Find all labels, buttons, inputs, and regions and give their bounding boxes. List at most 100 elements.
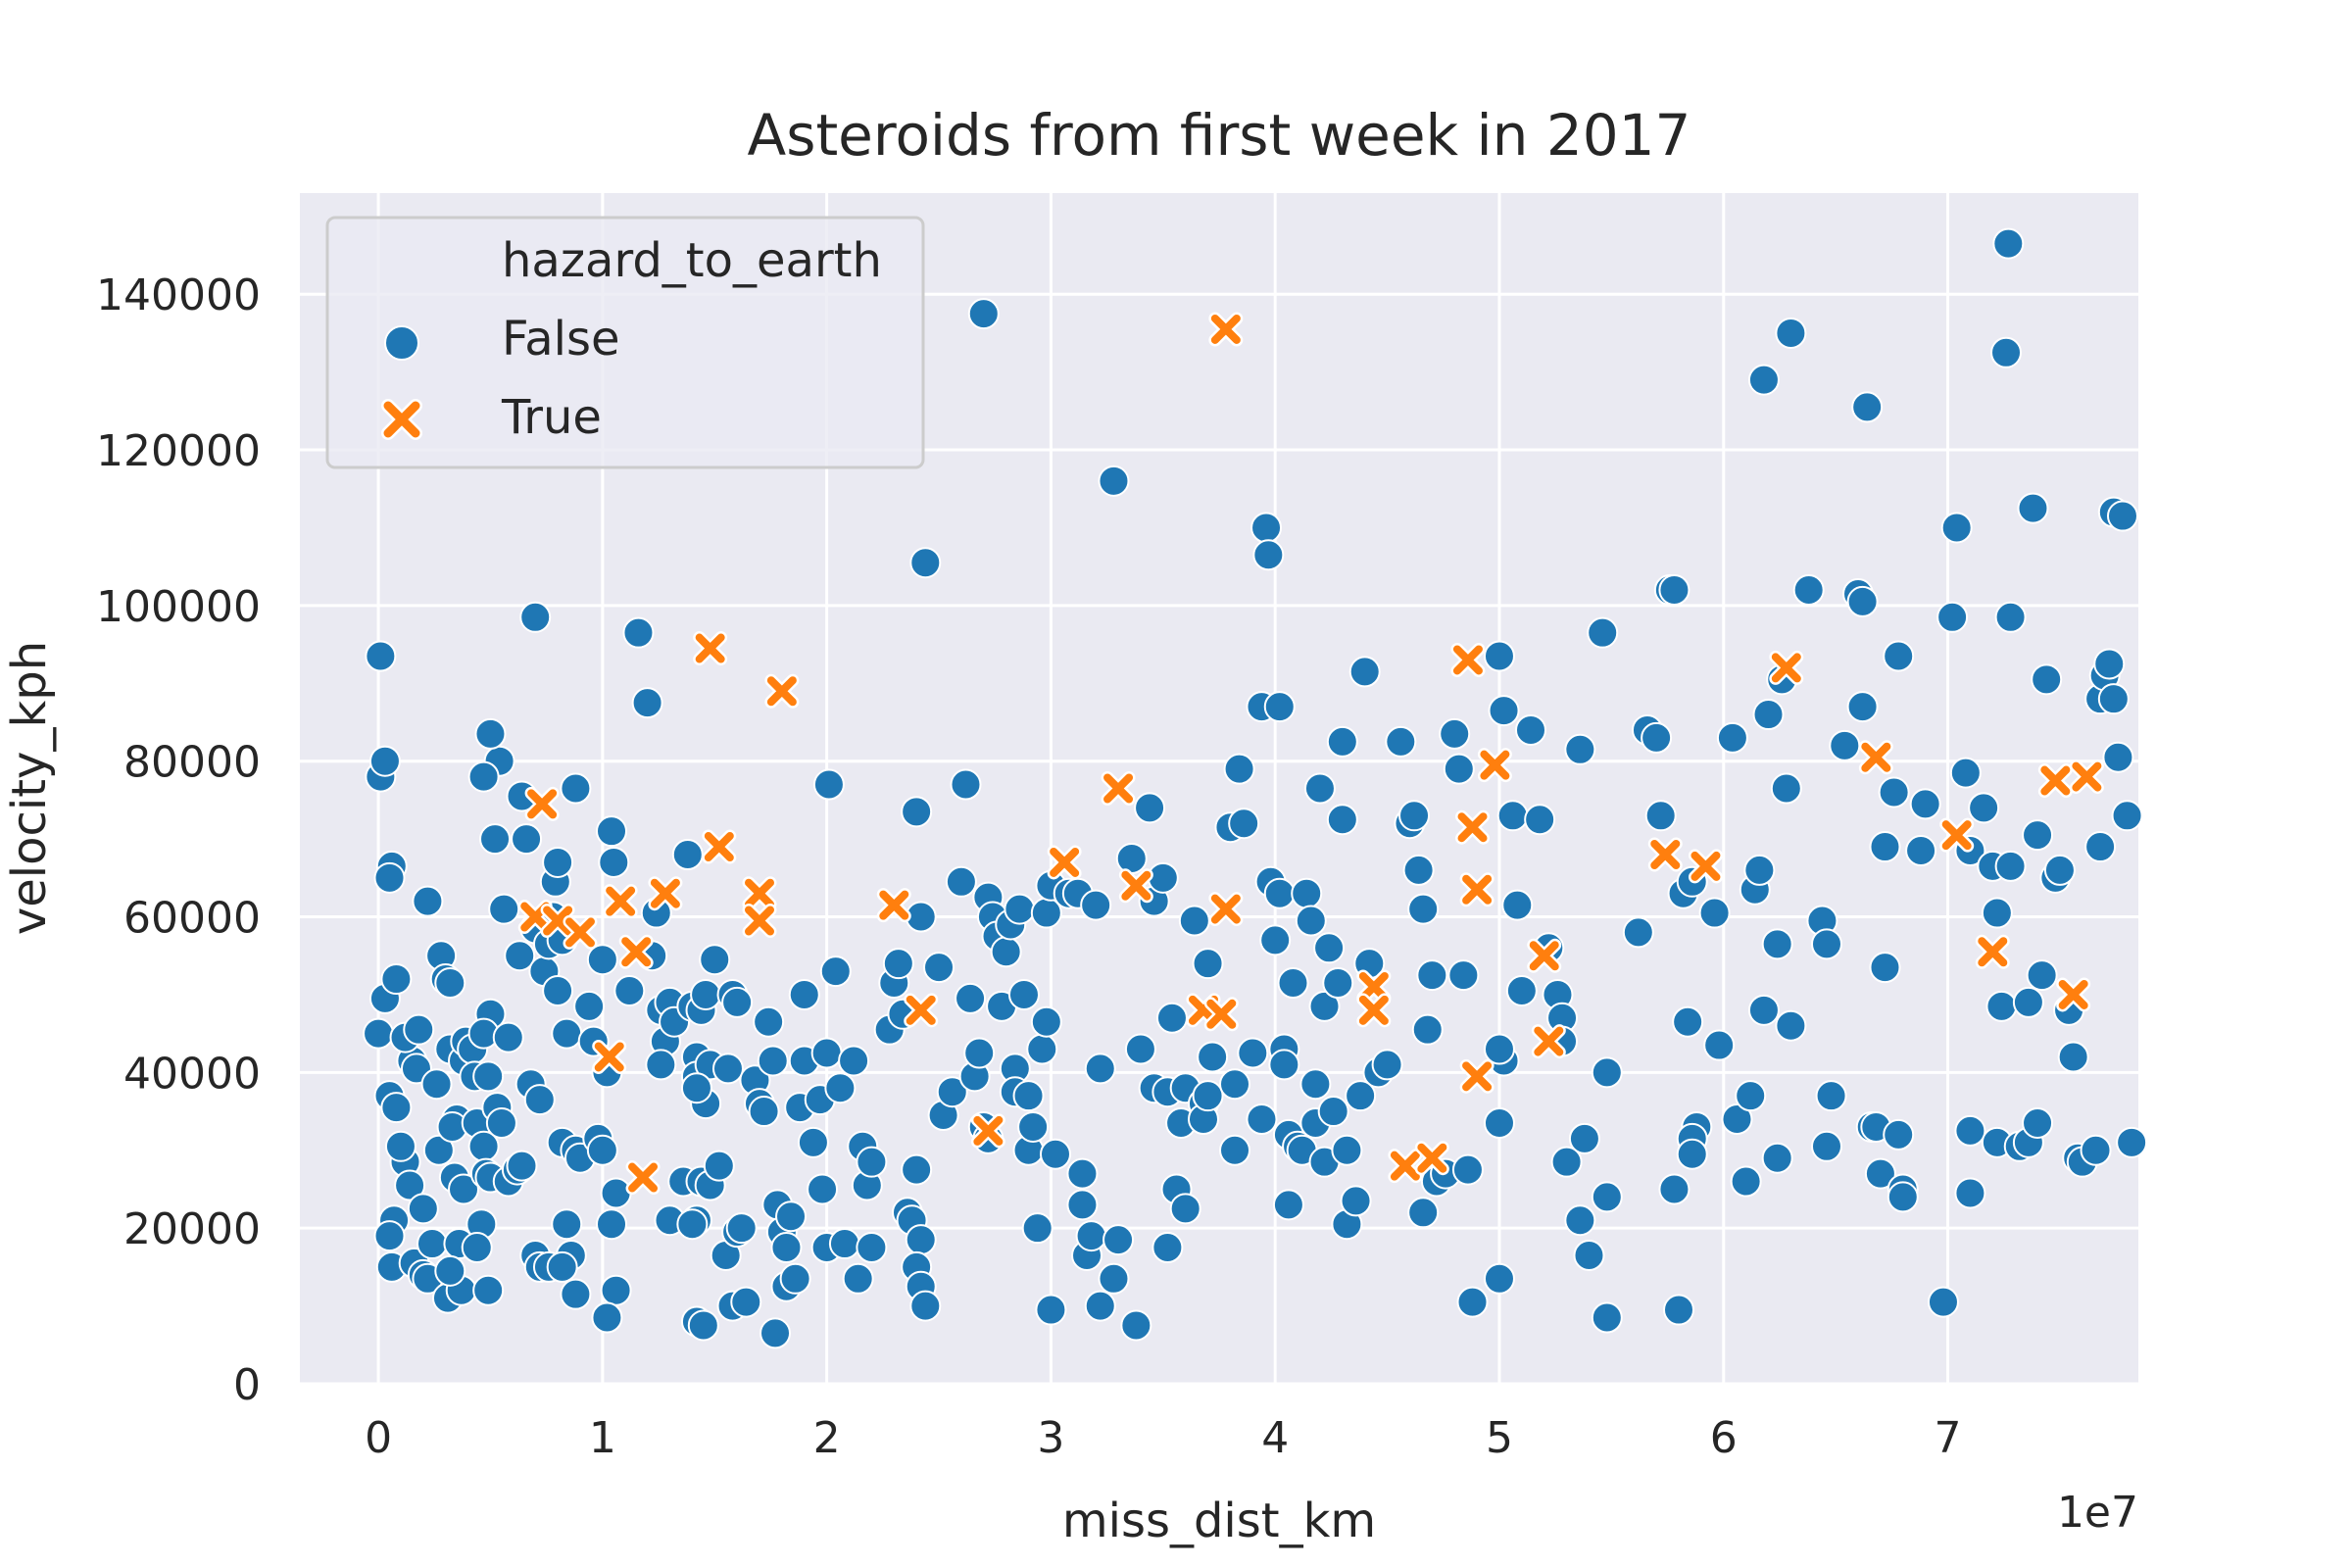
point-false: [519, 601, 552, 633]
x-tick-label: 6: [1710, 1413, 1738, 1463]
point-false: [1483, 1033, 1515, 1065]
point-false: [2057, 1041, 2089, 1073]
point-false: [990, 936, 1022, 968]
point-false: [1385, 725, 1417, 758]
point-false: [1663, 1294, 1694, 1326]
point-false: [546, 1250, 578, 1283]
point-false: [1066, 1157, 1099, 1190]
point-false: [1703, 1029, 1736, 1061]
point-false: [1124, 1033, 1156, 1065]
point-false: [1846, 691, 1879, 723]
point-false: [856, 1146, 888, 1178]
y-tick-label: 80000: [123, 738, 261, 788]
point-false: [1308, 990, 1341, 1022]
point-false: [2017, 492, 2049, 524]
point-false: [757, 1045, 789, 1077]
point-false: [384, 1130, 416, 1162]
point-false: [1716, 721, 1748, 754]
point-true: [2037, 763, 2073, 799]
point-true: [764, 673, 800, 709]
point-false: [2022, 819, 2054, 852]
point-false: [1263, 877, 1296, 909]
point-false: [403, 1013, 435, 1046]
point-false: [1340, 1185, 1372, 1217]
point-true: [540, 904, 575, 938]
point-true: [1527, 938, 1562, 973]
point-false: [1299, 1068, 1332, 1101]
point-false: [485, 1106, 517, 1139]
point-false: [797, 1126, 829, 1158]
point-true: [1459, 872, 1494, 907]
point-false: [1134, 792, 1166, 824]
point-false: [1197, 1041, 1229, 1073]
point-false: [448, 1173, 480, 1205]
point-false: [551, 1208, 583, 1241]
point-false: [591, 1301, 623, 1334]
point-true: [563, 914, 598, 950]
point-false: [936, 1076, 968, 1108]
point-false: [1761, 928, 1793, 960]
point-false: [1501, 889, 1534, 921]
point-false: [882, 948, 914, 980]
point-false: [721, 986, 754, 1018]
point-false: [420, 1068, 453, 1101]
point-false: [1098, 465, 1130, 497]
point-false: [1402, 854, 1435, 886]
point-false: [1483, 1262, 1515, 1295]
y-axis-label: velocity_kph: [2, 641, 57, 935]
point-false: [380, 1092, 413, 1124]
point-false: [1447, 959, 1480, 992]
point-false: [373, 1220, 406, 1252]
point-false: [760, 1317, 792, 1349]
point-false: [1416, 959, 1448, 992]
point-true: [2056, 977, 2091, 1012]
point-true: [1356, 993, 1392, 1028]
point-false: [901, 796, 933, 828]
legend: hazard_to_earth False True: [325, 216, 925, 469]
point-false: [394, 1169, 426, 1201]
point-true: [904, 993, 939, 1028]
point-false: [472, 1274, 505, 1306]
point-false: [1658, 574, 1690, 606]
point-false: [950, 768, 982, 801]
point-false: [1155, 1002, 1188, 1034]
point-false: [2093, 648, 2126, 680]
point-true: [1975, 934, 2010, 969]
point-false: [1398, 800, 1431, 832]
legend-title: hazard_to_earth: [502, 233, 882, 288]
point-false: [1994, 601, 2027, 633]
point-true: [1688, 849, 1723, 884]
point-false: [1851, 391, 1884, 423]
chart-title: Asteroids from first week in 2017: [748, 102, 1691, 169]
point-false: [1775, 317, 1807, 349]
point-false: [1263, 691, 1296, 723]
point-true: [876, 888, 911, 923]
point-false: [365, 640, 397, 672]
point-false: [416, 1228, 448, 1260]
point-false: [1568, 1122, 1600, 1154]
y-tick-label: 120000: [96, 426, 261, 476]
point-false: [1730, 1165, 1762, 1198]
point-false: [1810, 928, 1842, 960]
x-tick-label: 4: [1261, 1413, 1289, 1463]
point-true: [1118, 868, 1153, 904]
point-false: [434, 1254, 466, 1287]
point-false: [1075, 1220, 1107, 1252]
point-true: [1769, 650, 1804, 685]
point-false: [828, 1228, 860, 1260]
point-false: [1152, 1232, 1184, 1264]
point-false: [1345, 1080, 1377, 1112]
point-true: [1477, 748, 1512, 783]
point-false: [1936, 601, 1969, 633]
point-false: [1192, 1080, 1224, 1112]
point-true: [1414, 1141, 1449, 1176]
legend-box: [325, 216, 925, 469]
point-true: [1939, 817, 1975, 853]
point-false: [1829, 729, 1861, 761]
point-false: [856, 1232, 888, 1264]
point-false: [1178, 905, 1210, 937]
point-true: [1858, 740, 1893, 775]
point-false: [1968, 792, 2000, 824]
x-tick-label: 1: [589, 1413, 616, 1463]
legend-marker-false: [384, 325, 419, 361]
